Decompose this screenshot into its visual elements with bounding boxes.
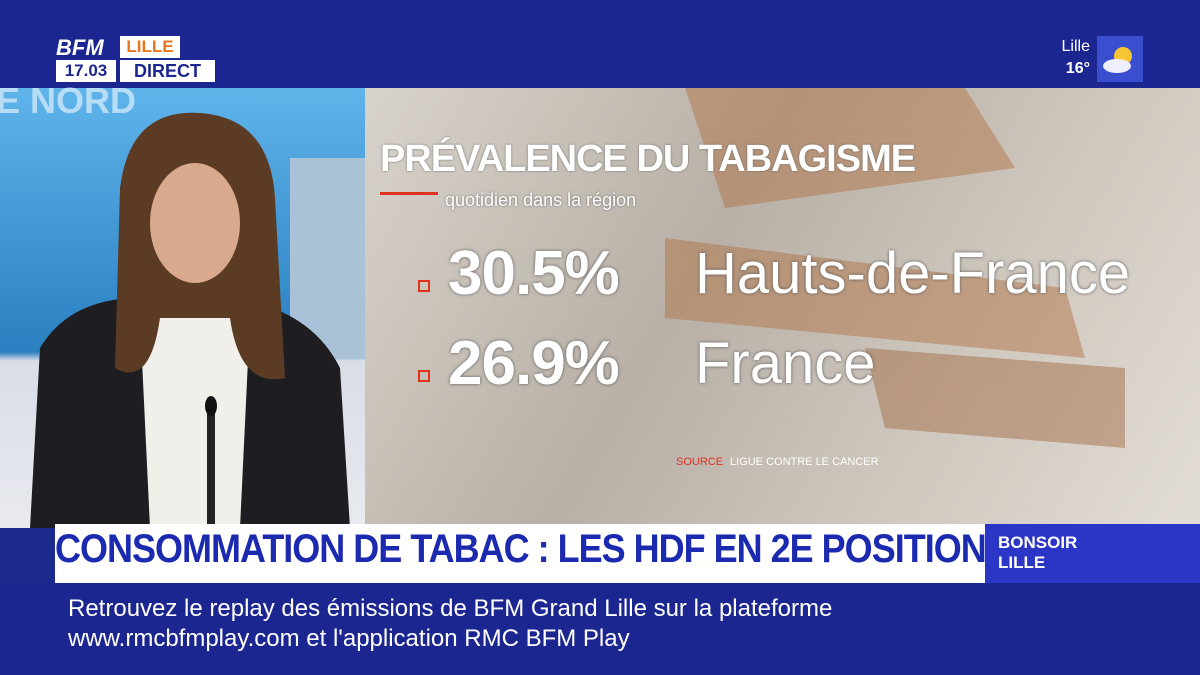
item-value: 26.9%	[448, 329, 620, 398]
weather-icon	[1097, 36, 1143, 82]
temperature: 16°	[1065, 60, 1090, 77]
title-underline	[380, 192, 438, 195]
graphic-title: PRÉVALENCE DU TABAGISME	[380, 138, 916, 180]
city-tag: LILLE	[120, 36, 180, 58]
backdrop-text: E NORD	[0, 80, 137, 121]
weather-city: Lille	[1061, 38, 1090, 55]
headline: CONSOMMATION DE TABAC : LES HDF EN 2E PO…	[55, 525, 987, 571]
source: LIGUE CONTRE LE CANCER	[730, 456, 879, 468]
ticker-line: Retrouvez le replay des émissions de BFM…	[68, 595, 833, 622]
item-label: France	[695, 331, 876, 396]
graphic-bg	[365, 88, 1200, 528]
ticker-line: www.rmcbfmplay.com et l'application RMC …	[68, 625, 630, 652]
presenter	[30, 112, 365, 528]
show-name: BONSOIR	[998, 533, 1078, 552]
ticker-bar	[0, 583, 1200, 675]
bullet	[418, 280, 430, 292]
graphic-subtitle: quotidien dans la région	[445, 190, 637, 210]
item-label: Hauts-de-France	[695, 241, 1131, 306]
logo: BFM	[56, 36, 118, 60]
clock: 17.03	[56, 60, 116, 82]
source-prefix: SOURCE	[676, 456, 724, 468]
item-value: 30.5%	[448, 239, 620, 308]
live-tag: DIRECT	[120, 60, 215, 82]
show-name: LILLE	[998, 553, 1046, 572]
show-box	[985, 524, 1200, 583]
cigarettes	[665, 88, 1125, 448]
bullet	[418, 370, 430, 382]
headline-box	[55, 524, 985, 583]
